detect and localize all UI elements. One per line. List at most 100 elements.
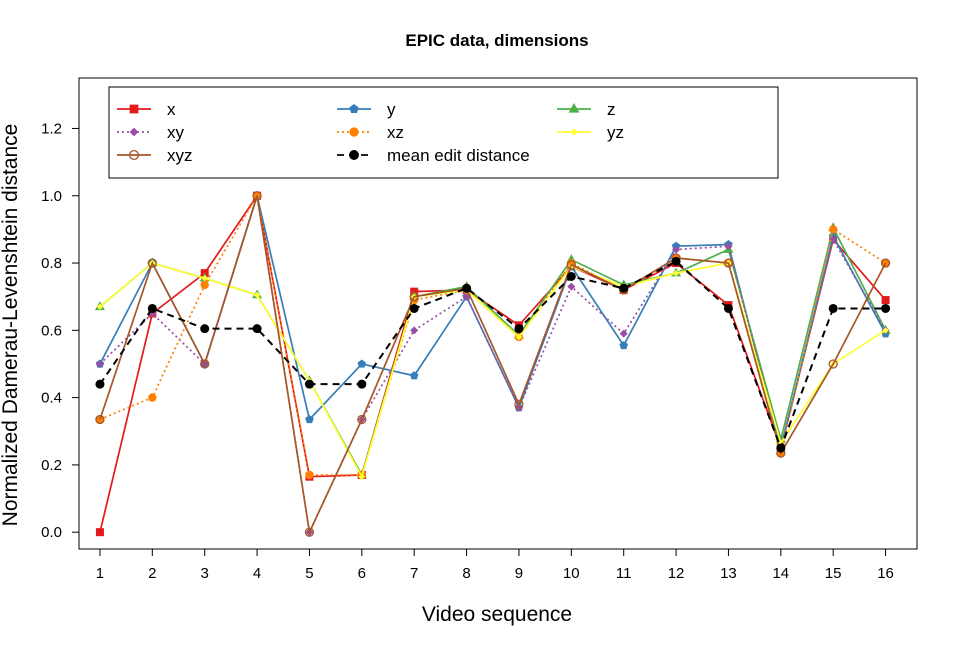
data-point <box>95 528 104 537</box>
data-point <box>723 258 734 268</box>
data-point <box>829 225 838 234</box>
data-point <box>880 258 891 268</box>
x-tick-label: 16 <box>877 565 894 582</box>
y-tick-label: 1.2 <box>41 120 62 137</box>
data-point <box>147 258 157 268</box>
data-point <box>828 359 838 369</box>
y-axis-label: Normalized Damerau-Levenshtein distance <box>0 124 22 527</box>
data-point <box>619 329 628 338</box>
series-xz <box>95 191 890 480</box>
data-point <box>672 245 681 254</box>
data-point <box>349 104 359 113</box>
series-line <box>99 193 887 533</box>
data-point <box>410 326 419 335</box>
x-axis-label: Video sequence <box>422 603 572 626</box>
plot-frame <box>78 77 918 550</box>
x-tick-label: 15 <box>825 565 842 582</box>
data-point <box>305 470 314 480</box>
data-point <box>619 340 628 350</box>
series-layer <box>95 191 891 537</box>
data-point <box>566 271 576 281</box>
legend-entry: y <box>337 100 396 119</box>
y-tick-label: 0.0 <box>41 524 62 541</box>
legend-label: xz <box>387 123 404 142</box>
data-point <box>304 527 315 537</box>
data-point <box>776 443 786 453</box>
data-point <box>95 414 105 425</box>
data-point <box>357 379 367 389</box>
x-tick-label: 14 <box>772 565 789 582</box>
data-point <box>252 324 262 334</box>
series-xy <box>95 191 890 537</box>
x-tick-label: 3 <box>201 565 209 582</box>
legend-entry: xy <box>117 123 185 142</box>
data-point <box>252 191 262 201</box>
x-tick-label: 9 <box>515 565 523 582</box>
y-tick-label: 0.4 <box>41 390 62 407</box>
data-point <box>409 303 419 313</box>
data-point <box>881 296 890 305</box>
data-point <box>253 291 261 299</box>
legend-entry: xz <box>337 123 404 142</box>
data-point <box>566 260 576 270</box>
legend-box <box>108 86 779 179</box>
legend-label: yz <box>607 123 624 142</box>
series-y <box>95 191 890 452</box>
data-point <box>147 303 157 313</box>
data-point <box>200 324 210 334</box>
data-point <box>349 127 359 137</box>
data-point <box>828 303 838 313</box>
data-point <box>723 303 733 313</box>
data-point <box>570 128 578 136</box>
legend-label: xyz <box>167 146 193 165</box>
y-tick-label: 1.0 <box>41 188 62 205</box>
y-tick-label: 0.8 <box>41 255 62 272</box>
data-point <box>357 414 367 425</box>
data-point <box>881 258 890 268</box>
data-point <box>129 104 139 114</box>
legend-label: x <box>167 100 176 119</box>
data-point <box>672 269 680 277</box>
series-x <box>95 191 890 537</box>
x-tick-label: 6 <box>358 565 366 582</box>
legend-label: xy <box>167 123 185 142</box>
data-point <box>724 242 733 251</box>
series-line <box>99 260 886 451</box>
data-point <box>200 280 209 290</box>
data-point <box>777 439 785 447</box>
legend-entry: mean edit distance <box>337 146 530 165</box>
series-line <box>99 195 887 536</box>
data-point <box>514 324 524 334</box>
chart-title: EPIC data, dimensions <box>405 31 588 50</box>
x-tick-label: 4 <box>253 565 261 582</box>
series-line <box>99 262 887 479</box>
data-point <box>95 379 105 389</box>
data-point <box>128 149 140 161</box>
x-tick-label: 7 <box>410 565 418 582</box>
data-point <box>96 303 104 310</box>
data-point <box>304 379 314 389</box>
data-point <box>462 283 472 293</box>
data-point <box>409 292 419 302</box>
data-point <box>349 150 359 160</box>
data-point <box>619 283 629 293</box>
data-point <box>567 282 576 291</box>
x-tick-label: 13 <box>720 565 737 582</box>
legend-entry: x <box>117 100 176 119</box>
data-point <box>514 399 524 409</box>
series-xyz <box>95 191 891 537</box>
data-point <box>148 393 157 402</box>
legend-entry: z <box>557 100 616 119</box>
data-point <box>671 256 681 266</box>
series-line <box>99 195 887 536</box>
data-point <box>881 303 891 313</box>
series-line <box>99 193 887 476</box>
x-tick-label: 12 <box>668 565 685 582</box>
data-point <box>305 414 314 424</box>
series-mean-edit-distance <box>95 256 891 453</box>
data-point <box>515 333 523 341</box>
y-tick-label: 0.2 <box>41 457 62 474</box>
